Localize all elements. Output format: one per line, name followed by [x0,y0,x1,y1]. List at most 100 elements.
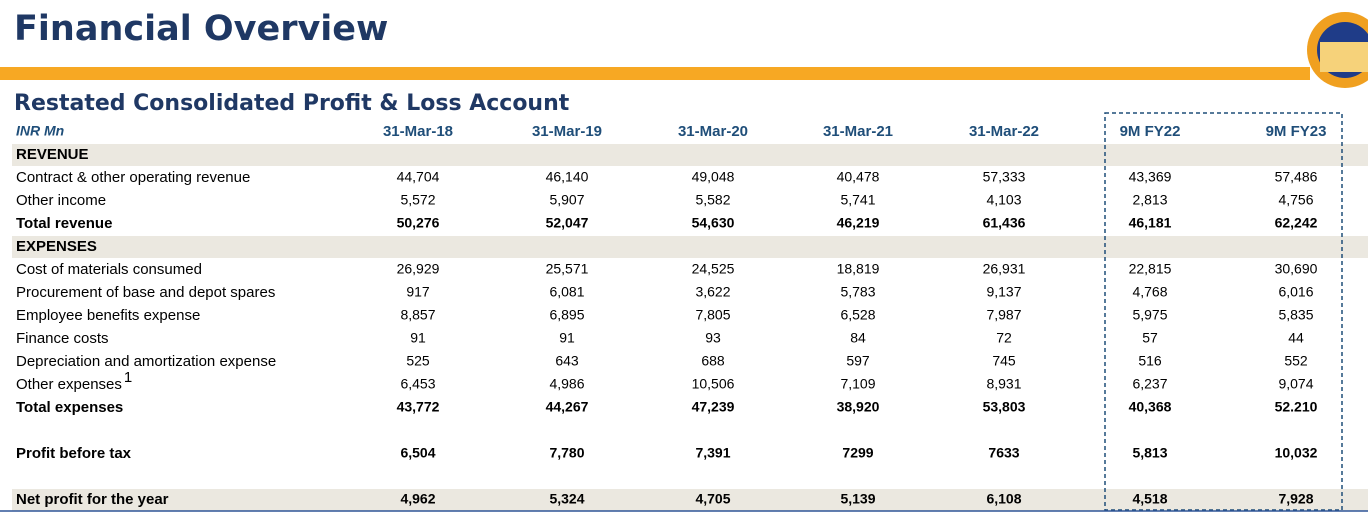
row-label: REVENUE [16,146,89,163]
cell-value: 7,928 [1278,491,1313,507]
cell-value: 46,140 [546,169,589,185]
highlight-box [1104,112,1343,511]
cell-value: 52.210 [1275,399,1318,415]
cell-value: 40,368 [1129,399,1172,415]
cell-value: 93 [705,330,721,346]
row-band [12,144,1368,166]
cell-value: 62,242 [1275,215,1318,231]
cell-value: 5,975 [1132,307,1167,323]
row-label: Profit before tax [16,445,132,462]
cell-value: 8,857 [400,307,435,323]
cell-value: 10,032 [1275,445,1318,461]
cell-value: 43,772 [397,399,440,415]
column-header: 9M FY23 [1266,123,1327,140]
cell-value: 6,528 [840,307,875,323]
cell-value: 745 [992,353,1016,369]
cell-value: 57,486 [1275,169,1318,185]
table-title: Restated Consolidated Profit & Loss Acco… [14,91,570,116]
cell-value: 61,436 [983,215,1026,231]
cell-value: 9,074 [1278,376,1313,392]
cell-value: 4,103 [986,192,1021,208]
column-header: 31-Mar-20 [678,123,748,140]
row-label: Contract & other operating revenue [16,169,250,186]
cell-value: 25,571 [546,261,589,277]
cell-value: 47,239 [692,399,735,415]
cell-value: 6,016 [1278,284,1313,300]
cell-value: 7633 [988,445,1019,461]
cell-value: 43,369 [1129,169,1172,185]
cell-value: 552 [1284,353,1308,369]
cell-value: 10,506 [692,376,735,392]
cell-value: 6,453 [400,376,435,392]
cell-value: 46,181 [1129,215,1172,231]
cell-value: 18,819 [837,261,880,277]
cell-value: 4,705 [695,491,730,507]
cell-value: 643 [555,353,579,369]
cell-value: 52,047 [546,215,589,231]
row-label: Finance costs [16,330,109,347]
column-header: 31-Mar-22 [969,123,1039,140]
accent-bar [0,67,1310,80]
cell-value: 7,109 [840,376,875,392]
cell-value: 4,962 [400,491,435,507]
cell-value: 597 [846,353,870,369]
cell-value: 5,835 [1278,307,1313,323]
cell-value: 72 [996,330,1012,346]
cell-value: 38,920 [837,399,880,415]
column-header: 9M FY22 [1120,123,1181,140]
cell-value: 6,237 [1132,376,1167,392]
cell-value: 7,805 [695,307,730,323]
cell-value: 30,690 [1275,261,1318,277]
row-label: EXPENSES [16,238,97,255]
cell-value: 8,931 [986,376,1021,392]
row-band [12,489,1368,511]
column-header: 31-Mar-19 [532,123,602,140]
cell-value: 688 [701,353,725,369]
cell-value: 6,504 [400,445,435,461]
cell-value: 4,756 [1278,192,1313,208]
cell-value: 49,048 [692,169,735,185]
cell-value: 5,582 [695,192,730,208]
cell-value: 54,630 [692,215,735,231]
cell-value: 6,895 [549,307,584,323]
cell-value: 917 [406,284,430,300]
cell-value: 22,815 [1129,261,1172,277]
unit-label: INR Mn [16,123,64,139]
cell-value: 44,267 [546,399,589,415]
cell-value: 525 [406,353,430,369]
row-label: Total expenses [16,399,123,416]
cell-value: 5,572 [400,192,435,208]
footnote-mark: 1 [124,369,132,386]
cell-value: 6,108 [986,491,1021,507]
cell-value: 24,525 [692,261,735,277]
logo [1307,12,1368,88]
column-header: 31-Mar-18 [383,123,453,140]
cell-value: 7,780 [549,445,584,461]
cell-value: 4,768 [1132,284,1167,300]
cell-value: 57 [1142,330,1158,346]
row-label: Net profit for the year [16,491,169,508]
cell-value: 44 [1288,330,1304,346]
cell-value: 7,391 [695,445,730,461]
cell-value: 6,081 [549,284,584,300]
cell-value: 26,929 [397,261,440,277]
row-label: Employee benefits expense [16,307,200,324]
cell-value: 91 [559,330,575,346]
cell-value: 5,324 [549,491,584,507]
row-label: Depreciation and amortization expense [16,353,276,370]
cell-value: 44,704 [397,169,440,185]
cell-value: 5,139 [840,491,875,507]
cell-value: 26,931 [983,261,1026,277]
cell-value: 53,803 [983,399,1026,415]
cell-value: 84 [850,330,866,346]
row-label: Total revenue [16,215,112,232]
cell-value: 57,333 [983,169,1026,185]
cell-value: 3,622 [695,284,730,300]
cell-value: 7,987 [986,307,1021,323]
cell-value: 516 [1138,353,1162,369]
cell-value: 5,783 [840,284,875,300]
table: INR Mn 31-Mar-18 31-Mar-19 31-Mar-20 31-Mar-… [12,112,1368,511]
cell-value: 40,478 [837,169,880,185]
cell-value: 5,813 [1132,445,1167,461]
row-label: Procurement of base and depot spares [16,284,275,301]
